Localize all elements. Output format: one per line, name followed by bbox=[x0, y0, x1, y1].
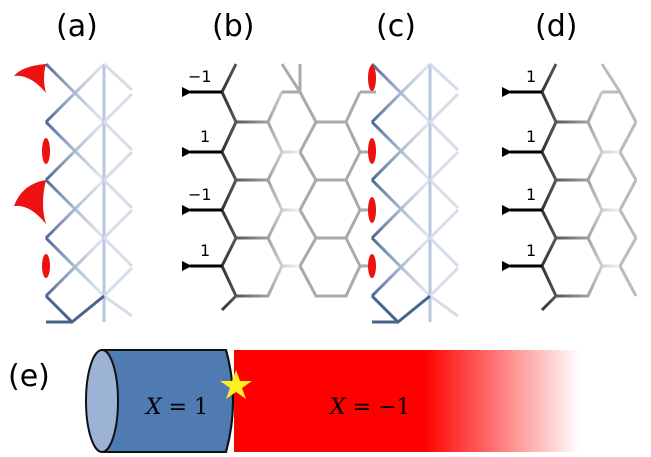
domain-wall-star-icon bbox=[220, 370, 252, 399]
panel-label-b: (b) bbox=[212, 9, 254, 44]
red-marks-panel-c bbox=[368, 65, 376, 278]
label-x-equals-minus-1: X = −1 bbox=[328, 395, 411, 420]
red-marks-panel-a bbox=[14, 64, 50, 278]
arrow-label-b-1: −1 bbox=[188, 67, 212, 86]
arrow-label-d-4: 1 bbox=[526, 241, 536, 260]
panel-label-e: (e) bbox=[8, 359, 50, 394]
arrow-label-b-3: −1 bbox=[188, 185, 212, 204]
arrows-panel-b bbox=[182, 87, 222, 271]
lattice-panel-c bbox=[370, 62, 460, 325]
label-x-equals-1: X = 1 bbox=[144, 395, 208, 420]
cylinder-end-cap bbox=[85, 349, 119, 453]
cylinder bbox=[85, 349, 580, 453]
lattice-panel-d bbox=[540, 63, 638, 312]
panel-label-c: (c) bbox=[376, 9, 416, 44]
panel-label-a: (a) bbox=[56, 9, 98, 44]
arrow-label-b-2: 1 bbox=[200, 127, 210, 146]
arrow-label-d-2: 1 bbox=[526, 127, 536, 146]
lattice-panel-b bbox=[220, 63, 376, 312]
arrows-panel-d bbox=[502, 87, 542, 271]
cylinder-red-region bbox=[234, 350, 580, 452]
arrow-label-b-4: 1 bbox=[200, 241, 210, 260]
arrow-label-d-3: 1 bbox=[526, 185, 536, 204]
arrow-label-d-1: 1 bbox=[526, 67, 536, 86]
panel-label-d: (d) bbox=[535, 9, 577, 44]
lattice-panel-a bbox=[44, 62, 134, 325]
